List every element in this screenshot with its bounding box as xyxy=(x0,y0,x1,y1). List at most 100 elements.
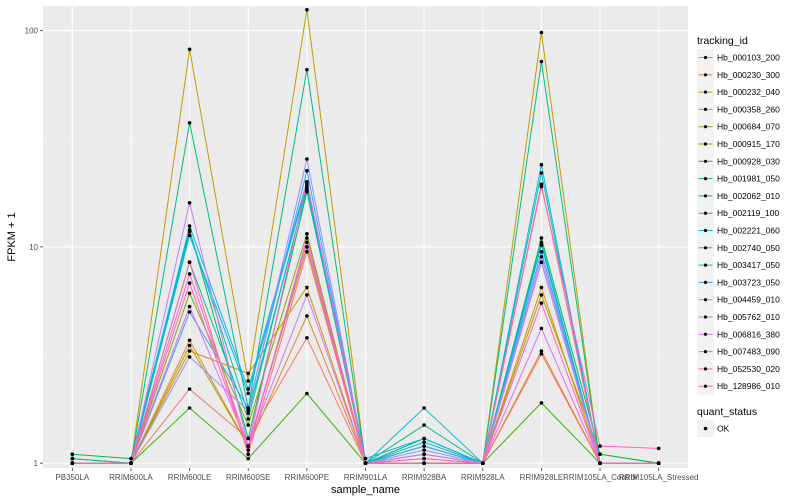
data-point xyxy=(539,236,544,240)
x-tick-label: RRIM600LA xyxy=(109,473,153,482)
data-point xyxy=(539,59,544,64)
legend-label: Hb_001981_050 xyxy=(717,174,780,184)
shape-legend-point xyxy=(703,426,708,431)
data-point xyxy=(246,444,250,448)
legend-label: Hb_128986_010 xyxy=(717,381,780,391)
data-point xyxy=(246,371,250,376)
data-point xyxy=(422,461,426,466)
data-point xyxy=(187,349,192,353)
data-point xyxy=(187,121,192,125)
legend-key-point xyxy=(703,55,708,60)
data-point xyxy=(363,456,368,461)
data-point xyxy=(70,456,75,461)
data-point xyxy=(422,448,426,452)
data-point xyxy=(187,310,192,314)
data-point xyxy=(305,249,309,254)
data-point xyxy=(187,406,192,410)
x-axis-title: sample_name xyxy=(331,484,400,496)
data-point xyxy=(539,260,544,265)
data-point xyxy=(246,452,250,457)
legend-key-point xyxy=(703,73,708,77)
data-point xyxy=(305,187,309,191)
data-point xyxy=(246,436,250,441)
data-point xyxy=(539,293,544,297)
data-point xyxy=(187,387,192,391)
data-point xyxy=(422,423,426,427)
x-tick-label: RRIM901LA xyxy=(344,473,388,482)
legend-label: Hb_000915_170 xyxy=(717,139,780,149)
data-point xyxy=(539,352,544,356)
data-point xyxy=(187,233,192,238)
legend-key-point xyxy=(703,228,708,233)
data-point xyxy=(305,180,309,184)
data-point xyxy=(305,314,309,318)
data-point xyxy=(305,391,309,396)
legend-key-point xyxy=(703,384,708,388)
legend-label: Hb_000232_040 xyxy=(717,87,780,97)
legend-label: Hb_005762_010 xyxy=(717,312,780,322)
legend-key-point xyxy=(703,107,708,111)
data-point xyxy=(539,243,544,247)
legend-label: Hb_052530_020 xyxy=(717,364,780,374)
legend-label: Hb_007483_090 xyxy=(717,347,780,357)
data-point xyxy=(70,461,75,466)
data-point xyxy=(246,406,250,410)
data-point xyxy=(187,355,192,359)
data-point xyxy=(539,30,544,35)
data-point xyxy=(422,452,426,457)
data-point xyxy=(539,182,544,186)
legend-label: Hb_000684_070 xyxy=(717,122,780,132)
data-point xyxy=(187,201,192,205)
data-point xyxy=(305,240,309,245)
data-point xyxy=(70,452,75,457)
color-legend: tracking_id Hb_000103_200 Hb_000230_300 Hb… xyxy=(697,35,780,395)
x-tick-label: PB350LA xyxy=(55,473,89,482)
data-point xyxy=(246,417,250,421)
color-legend-title: tracking_id xyxy=(697,35,748,47)
data-point xyxy=(422,406,426,410)
data-point xyxy=(422,456,426,461)
legend-label: Hb_000358_260 xyxy=(717,104,780,114)
data-point xyxy=(539,240,544,245)
legend-key-point xyxy=(703,298,708,302)
y-axis: 1 10 100 xyxy=(25,27,43,468)
legend-key-point xyxy=(703,367,708,371)
data-point xyxy=(539,285,544,290)
legend-label: Hb_002119_100 xyxy=(717,208,780,218)
data-point xyxy=(187,338,192,343)
data-point xyxy=(539,254,544,259)
data-points xyxy=(70,7,661,466)
data-point xyxy=(187,260,192,265)
x-tick-label: RRIM600PE xyxy=(285,473,329,482)
y-tick-label: 100 xyxy=(25,27,39,36)
data-point xyxy=(305,232,309,236)
data-point xyxy=(422,444,426,448)
legend-label: Hb_002062_010 xyxy=(717,191,780,201)
data-point xyxy=(539,349,544,353)
data-point xyxy=(246,387,250,391)
data-point xyxy=(246,411,250,416)
x-tick-label: RRIM928BA xyxy=(402,473,447,482)
data-point xyxy=(363,461,368,466)
x-tick-label: RRIM105LA_Control xyxy=(563,473,637,482)
data-point xyxy=(305,245,309,249)
data-point xyxy=(539,326,544,331)
legend-label: Hb_003417_050 xyxy=(717,260,780,270)
legend-label: Hb_003723_050 xyxy=(717,277,780,287)
data-point xyxy=(539,171,544,175)
data-point xyxy=(187,304,192,309)
x-axis: PB350LA RRIM600LA RRIM600LE RRIM600SE RRIM60… xyxy=(55,468,698,482)
legend-label: Hb_002740_050 xyxy=(717,243,780,253)
data-point xyxy=(246,391,250,396)
y-axis-title: FPKM + 1 xyxy=(6,212,18,261)
data-point xyxy=(246,448,250,452)
data-point xyxy=(305,189,309,194)
legend-key-point xyxy=(703,280,708,284)
x-tick-label: RRIM600LE xyxy=(168,473,212,482)
data-point xyxy=(246,408,250,413)
data-point xyxy=(187,229,192,234)
legend-key-point xyxy=(703,211,708,215)
data-point xyxy=(187,224,192,228)
data-point xyxy=(305,236,309,240)
